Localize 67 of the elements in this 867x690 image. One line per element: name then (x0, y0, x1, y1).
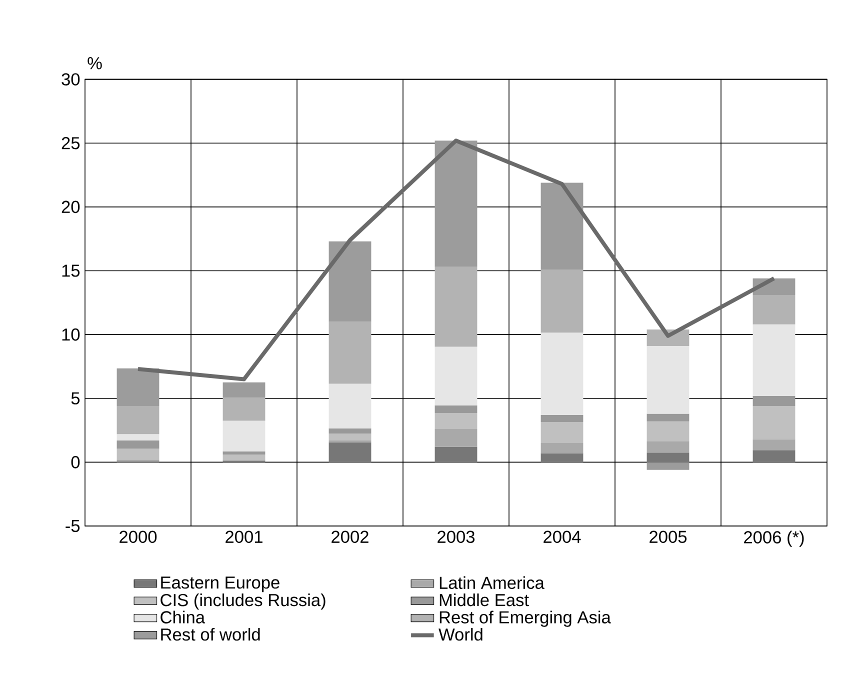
bar (434, 266, 478, 347)
bar (646, 462, 690, 470)
line-series (136, 138, 776, 382)
bar (222, 451, 266, 455)
bar (540, 182, 584, 270)
bar (116, 368, 160, 406)
bar (116, 440, 160, 449)
y-tick-label: 15 (62, 264, 80, 277)
x-tick-label: 2003 (438, 530, 475, 543)
bar (646, 421, 690, 442)
bar (328, 433, 372, 440)
x-tick-label: 2005 (650, 530, 687, 543)
bar (328, 384, 372, 428)
bar (222, 398, 266, 421)
bar (116, 434, 160, 440)
bar (752, 450, 796, 462)
bar (434, 346, 478, 406)
x-tick-label: 2002 (332, 530, 368, 543)
bar (646, 414, 690, 422)
legend-label: Rest of Emerging Asia (440, 610, 611, 627)
x-tick-label: 2006 (*) (744, 530, 804, 547)
y-tick-label: 30 (62, 73, 80, 86)
bar (646, 452, 690, 462)
y-tick-label: -5 (66, 520, 80, 532)
legend-label: China (160, 610, 206, 624)
bar (752, 406, 796, 440)
bar (434, 429, 478, 447)
y-tick-label: 0 (71, 456, 80, 468)
x-tick-label: 2001 (226, 530, 262, 543)
x-tick-label: 2004 (544, 530, 581, 543)
legend-label: Rest of world (161, 628, 260, 641)
legend-label: Middle East (440, 593, 529, 606)
legend-label: Latin America (440, 576, 544, 589)
bar (434, 140, 478, 267)
bar (752, 295, 796, 324)
bar (328, 442, 372, 462)
bar (116, 406, 160, 434)
bar (540, 332, 584, 415)
bar (540, 422, 584, 444)
bar (540, 269, 584, 333)
bar (222, 382, 266, 398)
bar (646, 346, 690, 414)
x-tick-label: 2000 (120, 530, 157, 543)
y-axis-title: % (88, 57, 102, 70)
bar (116, 448, 160, 460)
bar (328, 241, 372, 322)
bar (752, 324, 796, 396)
bar (540, 414, 584, 422)
bar (540, 443, 584, 454)
legend-label: CIS (includes Russia) (160, 593, 326, 610)
bar (646, 441, 690, 453)
y-tick-label: 25 (62, 137, 80, 150)
bar (752, 396, 796, 406)
bar (222, 454, 266, 460)
legend-label: World (438, 628, 482, 641)
y-tick-label: 10 (62, 328, 80, 341)
legend-label: Eastern Europe (161, 576, 280, 592)
bar (222, 420, 266, 452)
bar (434, 446, 478, 462)
bar (752, 439, 796, 450)
bar (328, 322, 372, 384)
bar (434, 413, 478, 430)
bar (328, 428, 372, 434)
bar (434, 405, 478, 414)
y-tick-label: 5 (71, 392, 80, 404)
bar (540, 453, 584, 462)
y-tick-label: 20 (62, 200, 80, 214)
